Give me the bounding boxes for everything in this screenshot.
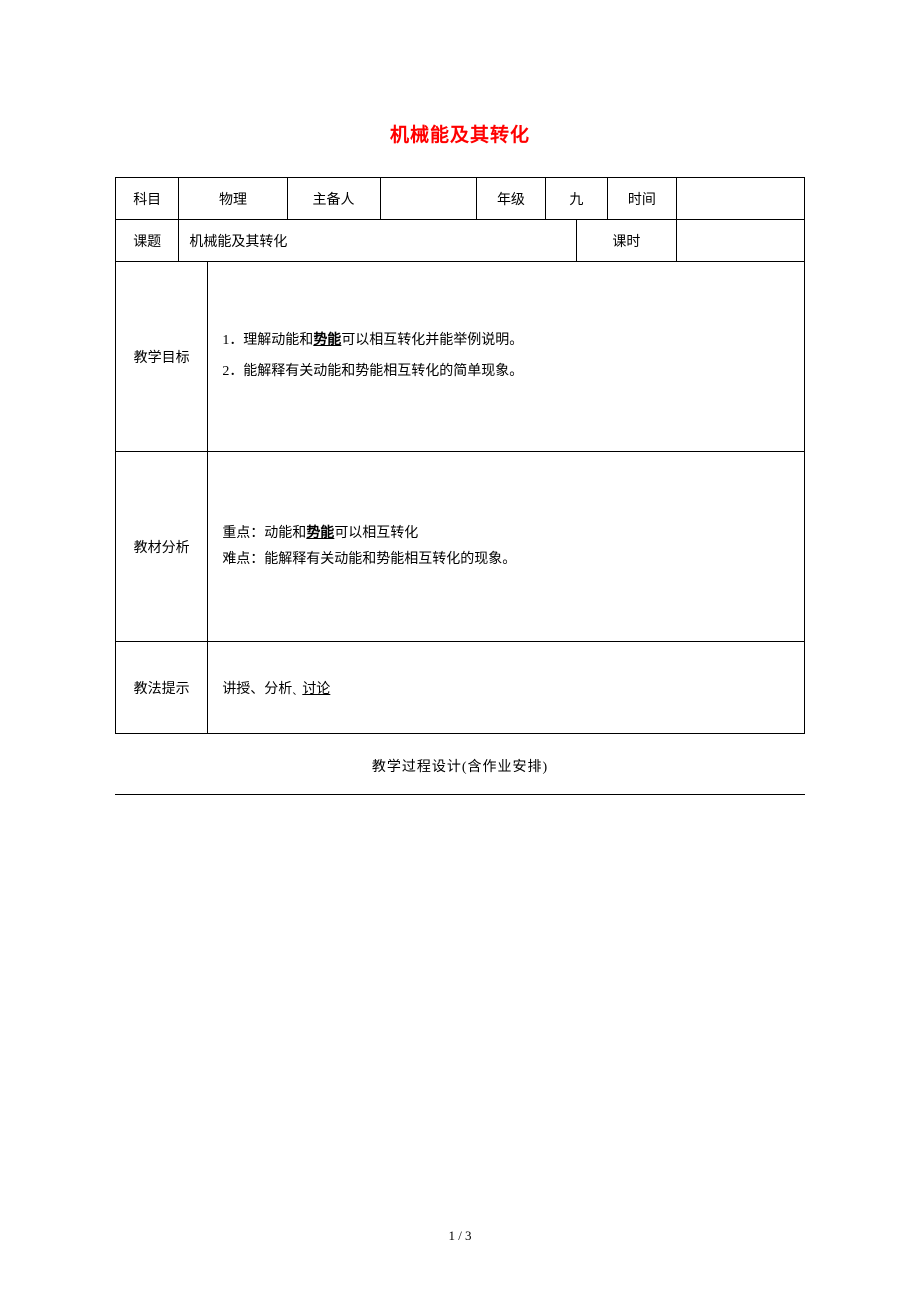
goals-content: 1．理解动能和势能可以相互转化并能举例说明。 2．能解释有关动能和势能相互转化的… <box>208 262 805 452</box>
page-number: 1 / 3 <box>0 1228 920 1244</box>
analysis-line-1: 重点：动能和势能可以相互转化 <box>222 521 790 546</box>
preparer-label: 主备人 <box>287 178 380 220</box>
analysis-label: 教材分析 <box>116 452 208 642</box>
analysis-row: 教材分析 重点：动能和势能可以相互转化 难点：能解释有关动能和势能相互转化的现象… <box>116 452 805 642</box>
header-row-1: 科目 物理 主备人 年级 九 时间 <box>116 178 805 220</box>
method-label: 教法提示 <box>116 642 208 734</box>
periods-value <box>676 220 804 262</box>
grade-label: 年级 <box>477 178 546 220</box>
time-value <box>676 178 804 220</box>
section-divider <box>115 794 805 795</box>
grade-value: 九 <box>545 178 607 220</box>
goals-item-1: 1．理解动能和势能可以相互转化并能举例说明。 <box>222 326 790 357</box>
header-row-2: 课题 机械能及其转化 课时 <box>116 220 805 262</box>
goals-item-2: 2．能解释有关动能和势能相互转化的简单现象。 <box>222 357 790 388</box>
topic-value: 机械能及其转化 <box>179 220 577 262</box>
analysis-content: 重点：动能和势能可以相互转化 难点：能解释有关动能和势能相互转化的现象。 <box>208 452 805 642</box>
preparer-value <box>380 178 476 220</box>
goals-row: 教学目标 1．理解动能和势能可以相互转化并能举例说明。 2．能解释有关动能和势能… <box>116 262 805 452</box>
periods-label: 课时 <box>576 220 676 262</box>
method-content: 讲授、分析、讨论 <box>208 642 805 734</box>
method-row: 教法提示 讲授、分析、讨论 <box>116 642 805 734</box>
time-label: 时间 <box>607 178 676 220</box>
subject-label: 科目 <box>116 178 179 220</box>
lesson-plan-table: 科目 物理 主备人 年级 九 时间 课题 机械能及其转化 课时 教学目标 1．理… <box>115 177 805 734</box>
goals-label: 教学目标 <box>116 262 208 452</box>
process-heading: 教学过程设计(含作业安排) <box>115 756 805 776</box>
analysis-line-2: 难点：能解释有关动能和势能相互转化的现象。 <box>222 547 790 572</box>
topic-label: 课题 <box>116 220 179 262</box>
subject-value: 物理 <box>179 178 287 220</box>
document-title: 机械能及其转化 <box>115 120 805 147</box>
